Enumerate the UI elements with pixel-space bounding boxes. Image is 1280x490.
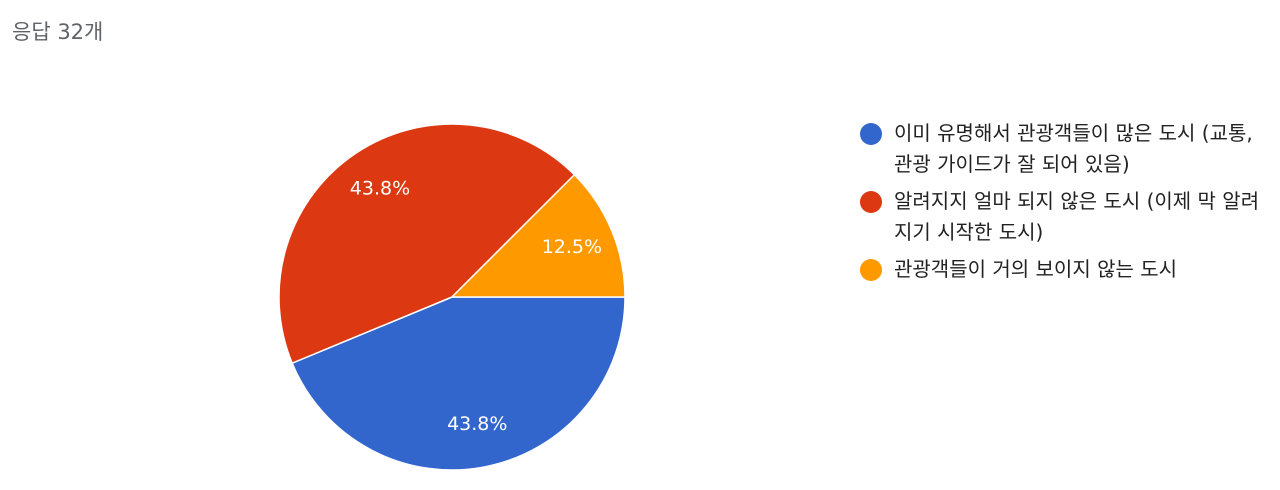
legend-marker bbox=[860, 191, 882, 213]
response-count: 응답 32개 bbox=[12, 20, 104, 44]
legend: 이미 유명해서 관광객들이 많은 도시 (교통, 관광 가이드가 잘 되어 있음… bbox=[860, 118, 1275, 291]
legend-marker bbox=[860, 123, 882, 145]
legend-entry: 관광객들이 거의 보이지 않는 도시 bbox=[860, 254, 1275, 285]
pie-slice bbox=[450, 173, 626, 298]
slice-label: 43.8% bbox=[350, 178, 410, 200]
legend-entry: 이미 유명해서 관광객들이 많은 도시 (교통, 관광 가이드가 잘 되어 있음… bbox=[860, 118, 1275, 180]
pie-slice bbox=[278, 123, 576, 365]
slice-label: 43.8% bbox=[447, 413, 507, 435]
legend-entry: 알려지지 얼마 되지 않은 도시 (이제 막 알려지기 시작한 도시) bbox=[860, 186, 1275, 248]
legend-label: 이미 유명해서 관광객들이 많은 도시 (교통, 관광 가이드가 잘 되어 있음… bbox=[894, 121, 1253, 176]
legend-label: 관광객들이 거의 보이지 않는 도시 bbox=[894, 257, 1178, 281]
pie-slice bbox=[291, 296, 626, 471]
slice-label: 12.5% bbox=[542, 236, 602, 258]
legend-label: 알려지지 얼마 되지 않은 도시 (이제 막 알려지기 시작한 도시) bbox=[894, 189, 1260, 244]
legend-marker bbox=[860, 259, 882, 281]
